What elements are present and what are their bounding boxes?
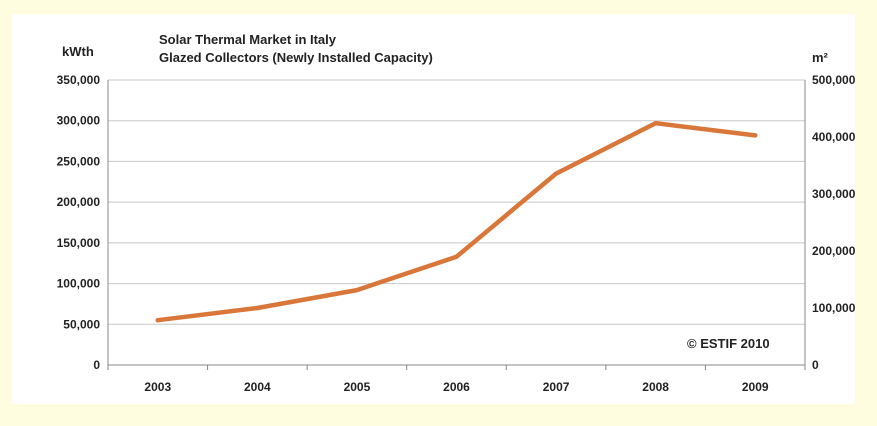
y-right-tick-label: 100,000	[812, 301, 856, 315]
data-point	[354, 287, 360, 293]
series-line	[155, 120, 758, 323]
x-tick-label: 2004	[244, 380, 271, 394]
y-left-tick-label: 50,000	[63, 317, 100, 331]
y-left-tick-label: 200,000	[57, 195, 101, 209]
copyright-annotation: © ESTIF 2010	[687, 336, 770, 351]
left-axis-unit: kWth	[62, 44, 94, 59]
data-point	[255, 305, 260, 311]
y-right-tick-label: 0	[812, 358, 819, 372]
data-point	[155, 318, 160, 323]
data-point	[653, 120, 658, 126]
chart-title: Solar Thermal Market in Italy	[159, 32, 337, 47]
y-left-tick-label: 100,000	[57, 277, 101, 291]
x-tick-label: 2007	[543, 380, 570, 394]
y-left-tick-label: 300,000	[57, 114, 101, 128]
data-point	[553, 171, 559, 176]
y-right-tick-label: 300,000	[812, 187, 856, 201]
y-left-tick-label: 0	[93, 358, 100, 372]
x-tick-label: 2009	[742, 380, 769, 394]
y-left-tick-label: 150,000	[57, 236, 101, 250]
chart-subtitle: Glazed Collectors (Newly Installed Capac…	[159, 50, 433, 65]
y-right-tick-label: 200,000	[812, 244, 856, 258]
y-right-tick-label: 500,000	[812, 73, 856, 87]
right-axis-unit: m²	[812, 50, 829, 65]
x-tick-label: 2008	[642, 380, 669, 394]
chart-card	[12, 14, 855, 404]
data-point	[454, 254, 459, 259]
x-tick-label: 2005	[344, 380, 371, 394]
x-tick-label: 2003	[144, 380, 171, 394]
y-left-tick-label: 350,000	[57, 73, 101, 87]
y-right-tick-label: 400,000	[812, 130, 856, 144]
y-left-tick-label: 250,000	[57, 154, 101, 168]
data-point	[753, 133, 758, 138]
x-tick-label: 2006	[443, 380, 470, 394]
